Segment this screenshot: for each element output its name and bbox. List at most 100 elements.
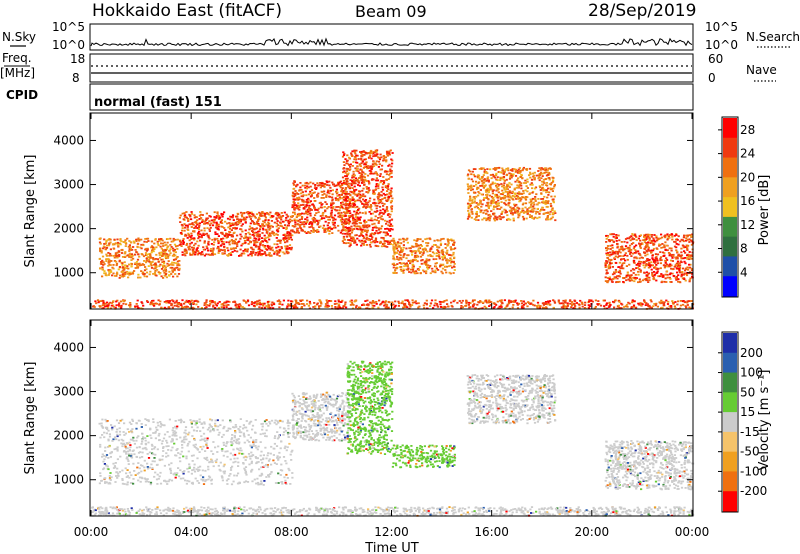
heatmap-cell [664,262,667,264]
heatmap-cell [235,243,238,245]
heatmap-cell [250,211,253,214]
heatmap-cell [528,201,531,204]
heatmap-cell [362,151,365,153]
heatmap-cell [429,255,432,257]
heatmap-cell [294,221,297,224]
heatmap-cell [360,175,364,178]
heatmap-cell [362,175,365,178]
heatmap-cell [137,276,140,279]
heatmap-cell [221,249,224,252]
heatmap-cell [477,215,480,217]
heatmap-cell [328,180,331,183]
heatmap-cell [110,302,114,304]
heatmap-cell [608,265,612,268]
heatmap-cell [209,254,212,256]
heatmap-cell [356,225,359,228]
heatmap-cell [683,278,686,280]
heatmap-cell [261,224,264,227]
heatmap-cell [638,235,641,237]
heatmap-cell [313,191,316,194]
heatmap-cell [519,169,522,172]
heatmap-cell [515,195,518,197]
heatmap-cell [341,214,345,217]
heatmap-cell [325,203,328,205]
heatmap-cell [190,238,193,240]
heatmap-cell [223,250,226,253]
heatmap-cell [683,250,686,253]
heatmap-cell [338,194,341,196]
heatmap-cell [388,173,391,176]
heatmap-cell [668,252,672,255]
heatmap-cell [662,246,665,249]
heatmap-cell [200,217,203,219]
heatmap-cell [490,202,493,205]
heatmap-cell [323,183,326,185]
heatmap-cell [108,254,111,257]
heatmap-cell [307,193,310,196]
heatmap-cell [367,205,370,208]
heatmap-cell [124,239,127,242]
heatmap-cell [653,271,656,273]
heatmap-cell [554,212,557,214]
heatmap-cell [103,263,106,265]
heatmap-cell [676,271,679,274]
heatmap-cell [393,258,396,261]
heatmap-cell [363,158,366,161]
heatmap-cell [385,231,388,234]
heatmap-cell [300,195,303,198]
heatmap-cell [312,227,315,230]
heatmap-cell [653,234,656,236]
heatmap-cell [647,259,650,262]
heatmap-cell [396,242,399,245]
heatmap-cell [192,251,195,254]
heatmap-cell [331,189,334,192]
heatmap-cell [356,237,359,240]
heatmap-cell [508,210,512,213]
heatmap-cell [416,260,419,263]
heatmap-cell [374,154,377,156]
heatmap-cell [391,162,394,165]
heatmap-cell [530,200,533,203]
heatmap-cell [346,177,349,180]
heatmap-cell [362,187,365,190]
heatmap-cell [301,195,305,198]
heatmap-cell [362,193,365,196]
heatmap-cell [250,251,253,253]
heatmap-cell [297,202,300,205]
heatmap-cell [529,198,532,201]
heatmap-cell [283,211,286,214]
heatmap-cell [271,232,274,235]
heatmap-cell [266,231,269,233]
heatmap-cell [535,193,538,196]
heatmap-cell [345,175,348,178]
heatmap-cell [688,238,691,241]
heatmap-cell [268,252,271,254]
heatmap-cell [382,157,385,160]
heatmap-cell [288,231,291,234]
heatmap-cell [205,253,208,256]
heatmap-cell [264,239,267,242]
heatmap-cell [542,181,545,183]
heatmap-cell [412,245,415,248]
heatmap-cell [359,168,362,171]
heatmap-cell [226,247,229,249]
heatmap-cell [659,275,662,278]
heatmap-cell [365,206,368,208]
heatmap-cell [342,182,345,184]
noise-left-tick-high: 10^5 [52,20,85,34]
heatmap-cell [452,251,455,254]
heatmap-cell [481,183,484,185]
heatmap-cell [267,304,270,307]
heatmap-cell [164,251,167,254]
heatmap-cell [127,276,130,279]
heatmap-cell [145,261,148,264]
heatmap-cell [370,179,374,181]
heatmap-cell [488,194,492,197]
heatmap-cell [248,228,251,231]
heatmap-cell [650,268,653,271]
heatmap-cell [686,266,689,269]
heatmap-cell [153,242,156,245]
heatmap-cell [678,266,682,269]
heatmap-cell [489,174,492,176]
heatmap-cell [152,246,155,249]
